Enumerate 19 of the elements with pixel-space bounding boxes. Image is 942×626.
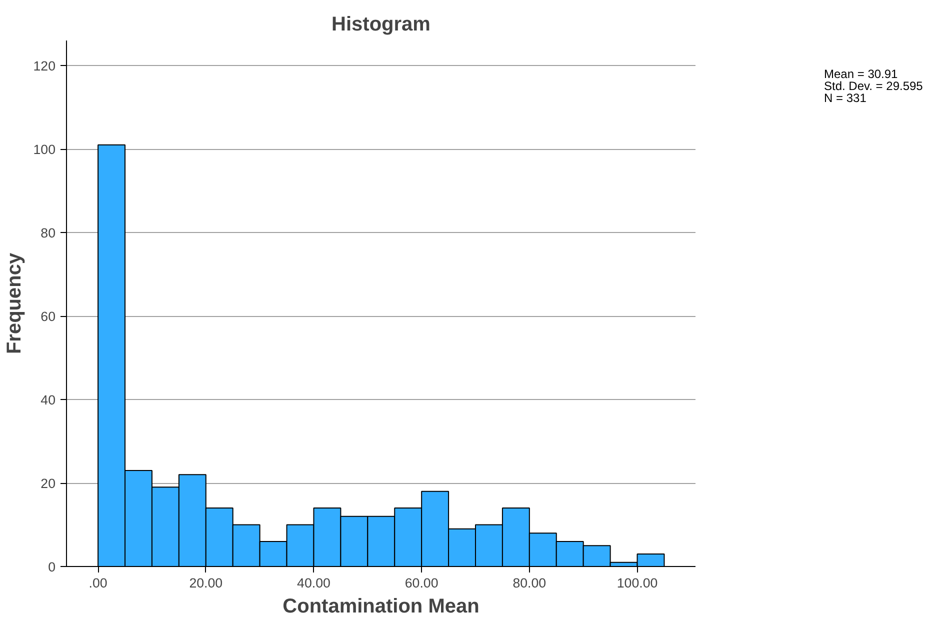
text: Mean = 30.91	[824, 67, 898, 81]
y-axis-title: Frequency	[3, 252, 26, 354]
x-tick-label: 20.00	[189, 576, 223, 590]
x-axis-title: Contamination Mean	[282, 596, 480, 618]
x-tick-label: 100.00	[616, 576, 658, 590]
y-tick-label: 40	[40, 392, 56, 408]
chart-title: Histogram	[332, 14, 430, 36]
y-tick-label: 100	[33, 142, 56, 158]
y-tick-label: 0	[48, 560, 56, 574]
x-tick-label: 80.00	[512, 576, 546, 590]
y-tick-label: 20	[40, 476, 56, 492]
x-tick-label: 60.00	[404, 576, 438, 590]
x-tick-label: 40.00	[297, 576, 330, 590]
y-tick-label: 120	[33, 58, 56, 74]
text: N = 331	[824, 91, 866, 105]
y-tick-label: 80	[40, 226, 56, 241]
y-tick-label: 60	[40, 309, 56, 324]
text: Std. Dev. = 29.595	[824, 79, 923, 93]
x-tick-label: .00	[88, 576, 108, 590]
